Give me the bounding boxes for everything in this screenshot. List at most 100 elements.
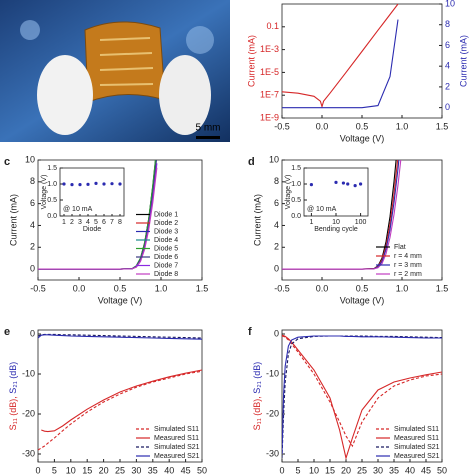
y2-tick-label: 8 bbox=[445, 19, 450, 29]
x-tick-label: 15 bbox=[325, 465, 335, 474]
y-tick-label: 0.1 bbox=[266, 21, 279, 31]
plot: 0 5 10 15 20 25 30 35 40 45 50 -30 -20 -10 0 f Simulated… bbox=[248, 326, 447, 474]
legend-label: Diode 6 bbox=[154, 254, 178, 261]
x-tick-label: 0.5 bbox=[356, 283, 369, 293]
legend-label: r = 4 mm bbox=[394, 253, 422, 260]
y2-tick-label: 0 bbox=[445, 102, 450, 112]
legend-label: Measured S11 bbox=[394, 435, 439, 442]
y-axis-label: Current (mA) bbox=[252, 194, 262, 246]
photo-detail bbox=[186, 26, 214, 54]
glove-finger bbox=[159, 55, 211, 135]
annotation: @ 10 mA bbox=[307, 206, 337, 213]
scale-bar-label: 5 mm bbox=[196, 123, 221, 134]
x-tick-label: 10 bbox=[66, 465, 76, 474]
plot-frame bbox=[303, 167, 369, 217]
y-tick-label: -10 bbox=[22, 368, 35, 378]
data-point bbox=[102, 182, 106, 186]
y-tick-label: 1E-9 bbox=[260, 112, 279, 122]
plot-frame bbox=[37, 329, 203, 463]
y-tick-label: 1.0 bbox=[47, 181, 57, 188]
y2-tick-label: 10 bbox=[445, 0, 455, 8]
x-tick-label: 25 bbox=[115, 465, 125, 474]
x-tick-label: 0.0 bbox=[316, 121, 329, 131]
x-axis-label: Voltage (V) bbox=[340, 295, 385, 305]
x-tick-label: 0.0 bbox=[316, 283, 329, 293]
x-tick-label: 30 bbox=[131, 465, 141, 474]
y-tick-label: 1.5 bbox=[47, 165, 57, 172]
y-tick-label: -20 bbox=[22, 408, 35, 418]
plot: 0 5 10 15 20 25 30 35 40 45 50 -30 -20 -10 0 e Simulated… bbox=[4, 326, 207, 474]
y-axis-label: Current (mA) bbox=[8, 194, 18, 246]
x-tick-label: 20 bbox=[99, 465, 109, 474]
legend-label: Diode 3 bbox=[154, 228, 178, 235]
x-tick-label: 1 bbox=[309, 219, 313, 226]
data-point bbox=[118, 182, 122, 186]
data-point bbox=[309, 183, 314, 187]
y-axis-label: S₁₁ (dB), S₂₁ (dB) bbox=[8, 362, 18, 431]
x-tick-label: 7 bbox=[110, 219, 114, 226]
y-tick-label: 0 bbox=[30, 328, 35, 338]
y-axis-label-part: S₁₁ (dB), bbox=[252, 396, 262, 430]
y-axis-label-part: S₂₁ (dB) bbox=[252, 362, 262, 397]
legend-label: Diode 4 bbox=[154, 237, 178, 244]
data-point bbox=[358, 182, 363, 186]
x-tick-label: 0 bbox=[279, 465, 284, 474]
y-axis-label: S₁₁ (dB), S₂₁ (dB) bbox=[252, 362, 262, 431]
x-tick-label: 1.5 bbox=[436, 121, 449, 131]
x-tick-label: 1.0 bbox=[396, 283, 409, 293]
legend-label: Diode 1 bbox=[154, 211, 178, 218]
data-point bbox=[353, 184, 357, 188]
series-line bbox=[41, 369, 202, 433]
x-tick-label: 20 bbox=[341, 465, 351, 474]
y-tick-label: -30 bbox=[22, 448, 35, 458]
y2-tick-label: 4 bbox=[445, 61, 450, 71]
x-axis-label: Voltage (V) bbox=[340, 133, 385, 143]
y-axis-label-part: S₁₁ (dB), bbox=[8, 396, 18, 430]
y-axis-label-part: S₂₁ (dB) bbox=[8, 362, 18, 397]
x-tick-label: 1.0 bbox=[396, 121, 409, 131]
y2-tick-label: 2 bbox=[445, 81, 450, 91]
legend-label: Measured S21 bbox=[394, 453, 440, 460]
device-pattern bbox=[99, 37, 154, 86]
y-tick-label: 0.0 bbox=[47, 213, 57, 220]
data-point bbox=[346, 182, 350, 186]
y-tick-label: 1.0 bbox=[291, 181, 301, 188]
legend-label: r = 2 mm bbox=[394, 271, 422, 278]
x-tick-label: 5 bbox=[295, 465, 300, 474]
x-tick-label: 0.5 bbox=[356, 121, 369, 131]
y-tick-label: 1E-7 bbox=[260, 90, 279, 100]
x-tick-label: 10 bbox=[309, 465, 319, 474]
legend-label: Diode 8 bbox=[154, 271, 178, 278]
x-axis-label: Voltage (V) bbox=[98, 295, 143, 305]
x-tick-label: -0.5 bbox=[30, 283, 46, 293]
x-tick-label: 3 bbox=[78, 219, 82, 226]
x-tick-label: 40 bbox=[405, 465, 415, 474]
x-tick-label: 30 bbox=[373, 465, 383, 474]
y-tick-label: 2 bbox=[30, 242, 35, 252]
x-tick-label: -0.5 bbox=[274, 283, 290, 293]
y-tick-label: -10 bbox=[266, 368, 279, 378]
x-tick-label: 35 bbox=[148, 465, 158, 474]
x-tick-label: 0 bbox=[35, 465, 40, 474]
y-axis-label: Voltage (V) bbox=[285, 175, 292, 210]
y-tick-label: 10 bbox=[269, 154, 279, 164]
y-tick-label: 6 bbox=[274, 198, 279, 208]
x-tick-label: 1 bbox=[62, 219, 66, 226]
y-tick-label: 2 bbox=[274, 242, 279, 252]
data-point bbox=[110, 182, 114, 186]
series-line bbox=[282, 334, 442, 461]
data-point bbox=[334, 180, 338, 184]
x-tick-label: 15 bbox=[82, 465, 92, 474]
x-tick-label: 4 bbox=[86, 219, 90, 226]
y-tick-label: -20 bbox=[266, 408, 279, 418]
x-tick-label: 1.5 bbox=[196, 283, 209, 293]
panel-label: d bbox=[248, 156, 255, 168]
x-tick-label: 35 bbox=[389, 465, 399, 474]
panel-label: c bbox=[4, 156, 10, 168]
y-tick-label: 0 bbox=[274, 263, 279, 273]
plot: -0.5 0.0 0.5 1.0 1.5 1E-9 1E-7 1E-5 1E-3 0.1 0 2 4 6 8… bbox=[260, 0, 455, 143]
y-tick-label: 0.5 bbox=[47, 197, 57, 204]
x-axis-label: Bending cycle bbox=[314, 226, 358, 233]
legend-label: Measured S11 bbox=[154, 435, 199, 442]
